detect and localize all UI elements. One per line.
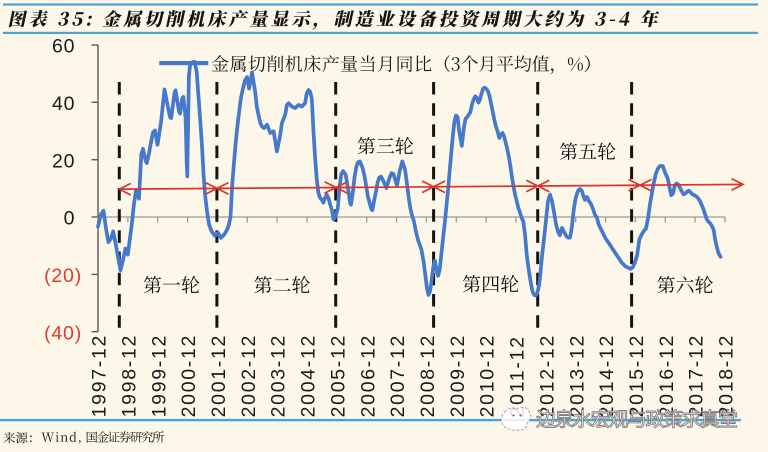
svg-text:2018-12: 2018-12 (716, 334, 738, 417)
svg-text:1998-12: 1998-12 (119, 334, 141, 417)
svg-text:2015-12: 2015-12 (626, 334, 648, 417)
svg-text:2007-12: 2007-12 (387, 334, 409, 417)
svg-text:2009-12: 2009-12 (447, 334, 469, 417)
svg-text:2016-12: 2016-12 (656, 334, 678, 417)
svg-text:(20): (20) (44, 265, 82, 287)
svg-text:(40): (40) (44, 322, 82, 344)
svg-text:0: 0 (64, 208, 76, 230)
svg-text:2012-12: 2012-12 (537, 334, 559, 417)
svg-text:2001-12: 2001-12 (208, 334, 230, 417)
svg-text:2017-12: 2017-12 (686, 334, 708, 417)
svg-text:2014-12: 2014-12 (596, 334, 618, 417)
svg-text:2004-12: 2004-12 (298, 334, 320, 417)
svg-text:2008-12: 2008-12 (417, 334, 439, 417)
svg-text:2006-12: 2006-12 (357, 334, 379, 417)
svg-text:20: 20 (52, 150, 75, 172)
svg-text:40: 40 (52, 93, 75, 115)
svg-text:2010-12: 2010-12 (477, 334, 499, 417)
svg-text:2003-12: 2003-12 (268, 334, 290, 417)
svg-text:2011-12: 2011-12 (507, 335, 529, 417)
svg-text:2002-12: 2002-12 (238, 334, 260, 417)
svg-text:2013-12: 2013-12 (566, 334, 588, 417)
svg-text:2005-12: 2005-12 (328, 334, 350, 417)
svg-text:1997-12: 1997-12 (89, 334, 111, 417)
svg-text:2000-12: 2000-12 (178, 334, 200, 417)
svg-text:1999-12: 1999-12 (148, 334, 170, 417)
svg-text:60: 60 (52, 36, 75, 58)
